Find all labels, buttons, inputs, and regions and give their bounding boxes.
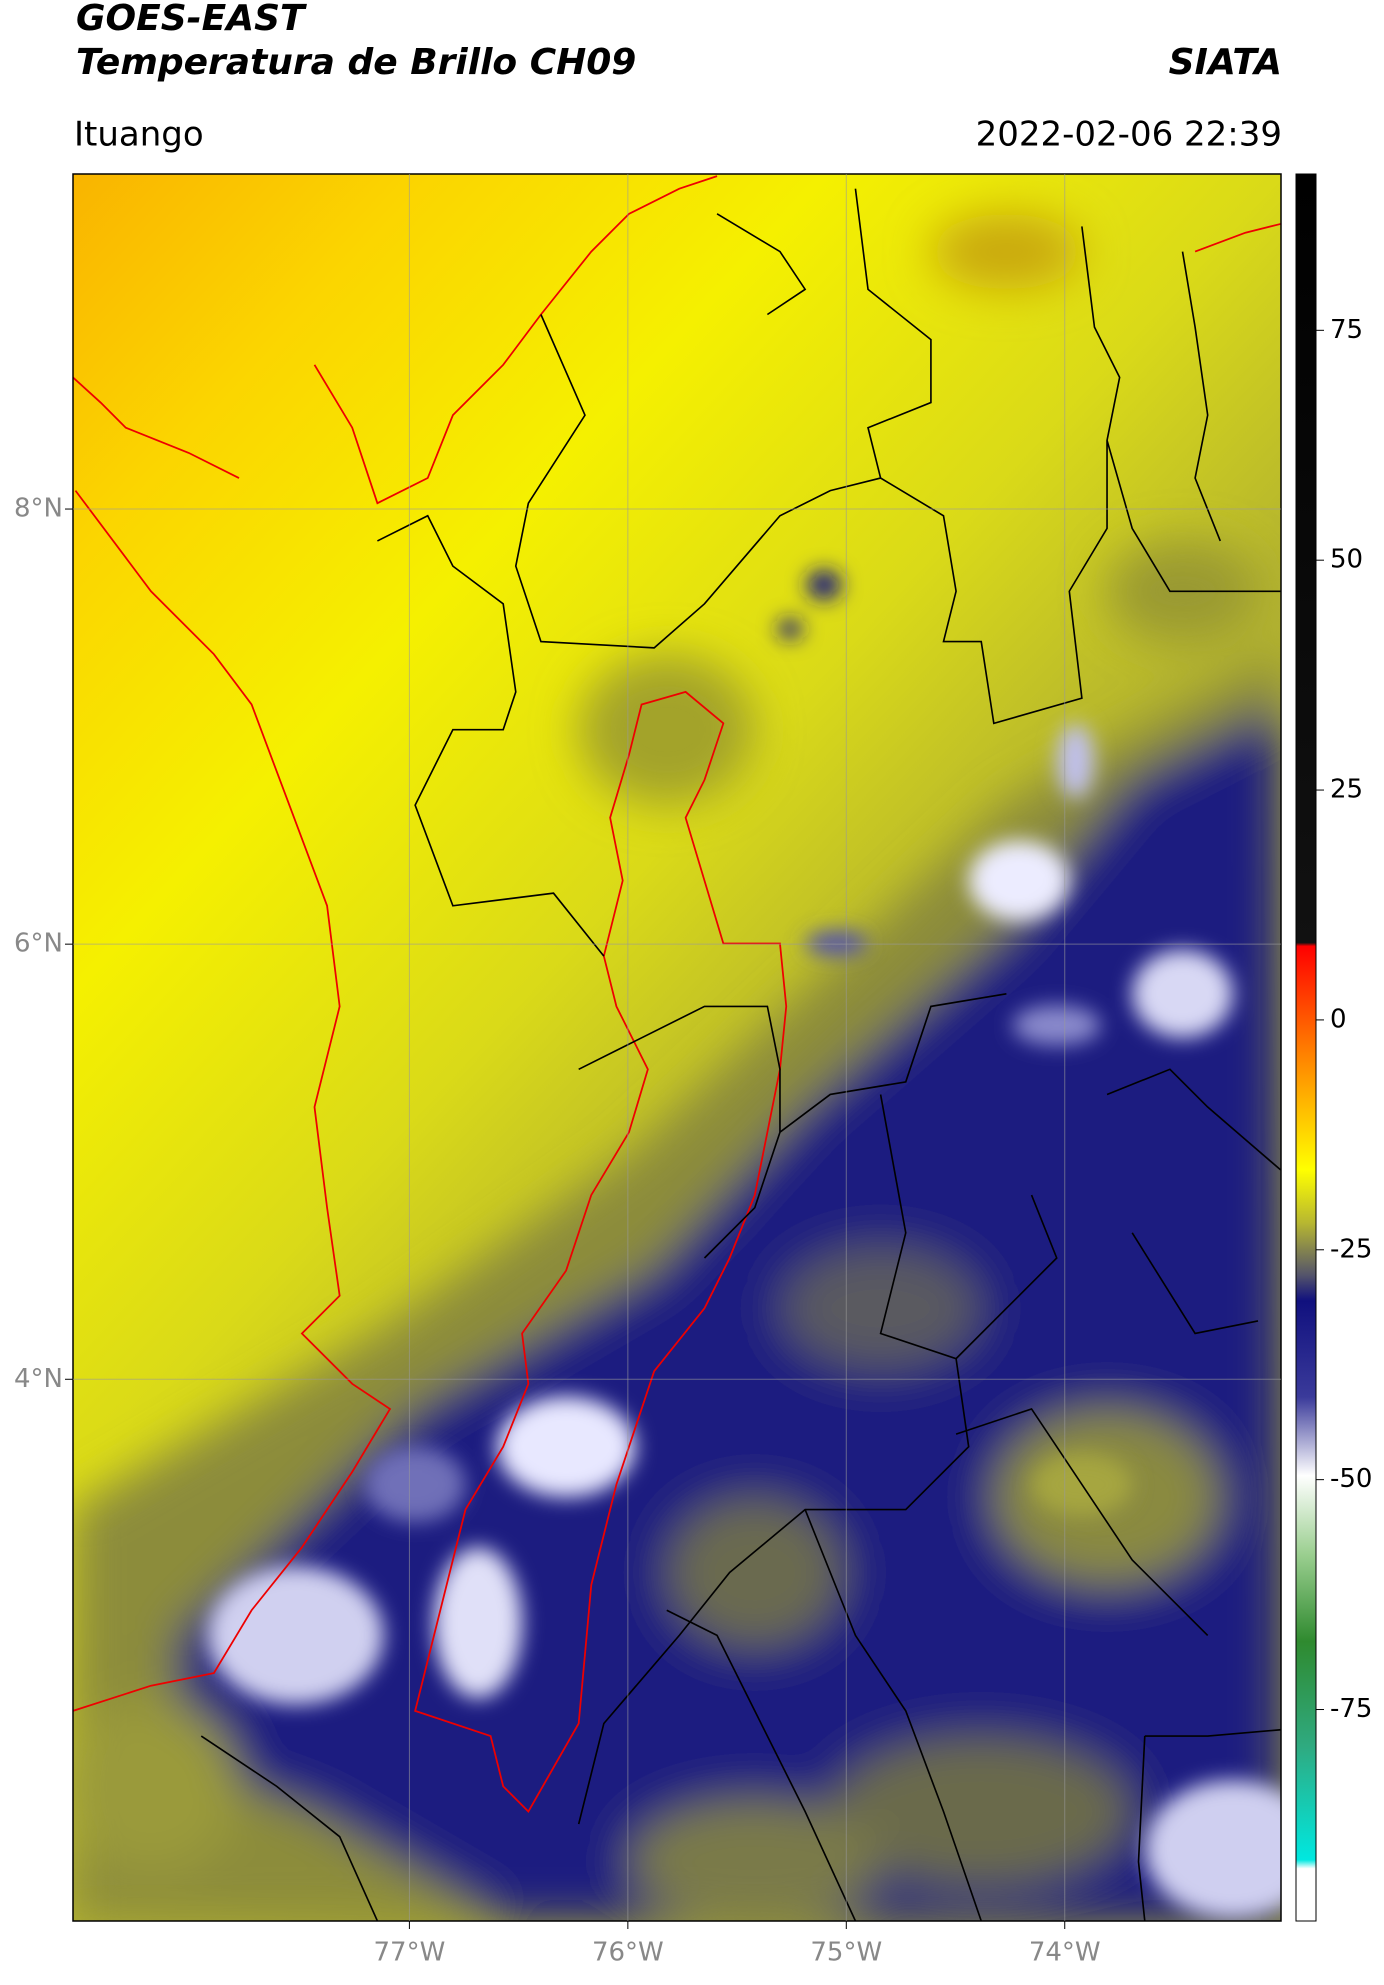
map-imagery: [72, 173, 1281, 1921]
timestamp: 2022-02-06 22:39: [976, 115, 1282, 155]
x-tick-label: 74°W: [1029, 1938, 1101, 1968]
region: Ituango: [74, 115, 204, 155]
colorbar-tick-label: -50: [1330, 1464, 1372, 1494]
x-tick-label: 75°W: [810, 1938, 882, 1968]
colorbar-tick-label: 50: [1330, 545, 1363, 575]
colorbar-tick-label: -75: [1330, 1694, 1372, 1724]
x-tick-label: 77°W: [374, 1938, 446, 1968]
map-frame: [72, 173, 1282, 1922]
subtitle: Temperatura de Brillo CH09: [76, 42, 636, 83]
x-tick-label: 76°W: [592, 1938, 664, 1968]
y-tick-label: 6°N: [14, 929, 63, 959]
colorbar-tick-label: 0: [1330, 1004, 1347, 1034]
colorbar-tick-label: 25: [1330, 775, 1363, 805]
source: SIATA: [1169, 42, 1282, 83]
title: GOES-EAST: [76, 0, 307, 39]
y-tick-label: 8°N: [14, 494, 63, 524]
colorbar: [1295, 173, 1317, 1922]
y-tick-label: 4°N: [14, 1364, 63, 1394]
colorbar-tick-label: -25: [1330, 1234, 1372, 1264]
colorbar-tick-label: 75: [1330, 315, 1363, 345]
